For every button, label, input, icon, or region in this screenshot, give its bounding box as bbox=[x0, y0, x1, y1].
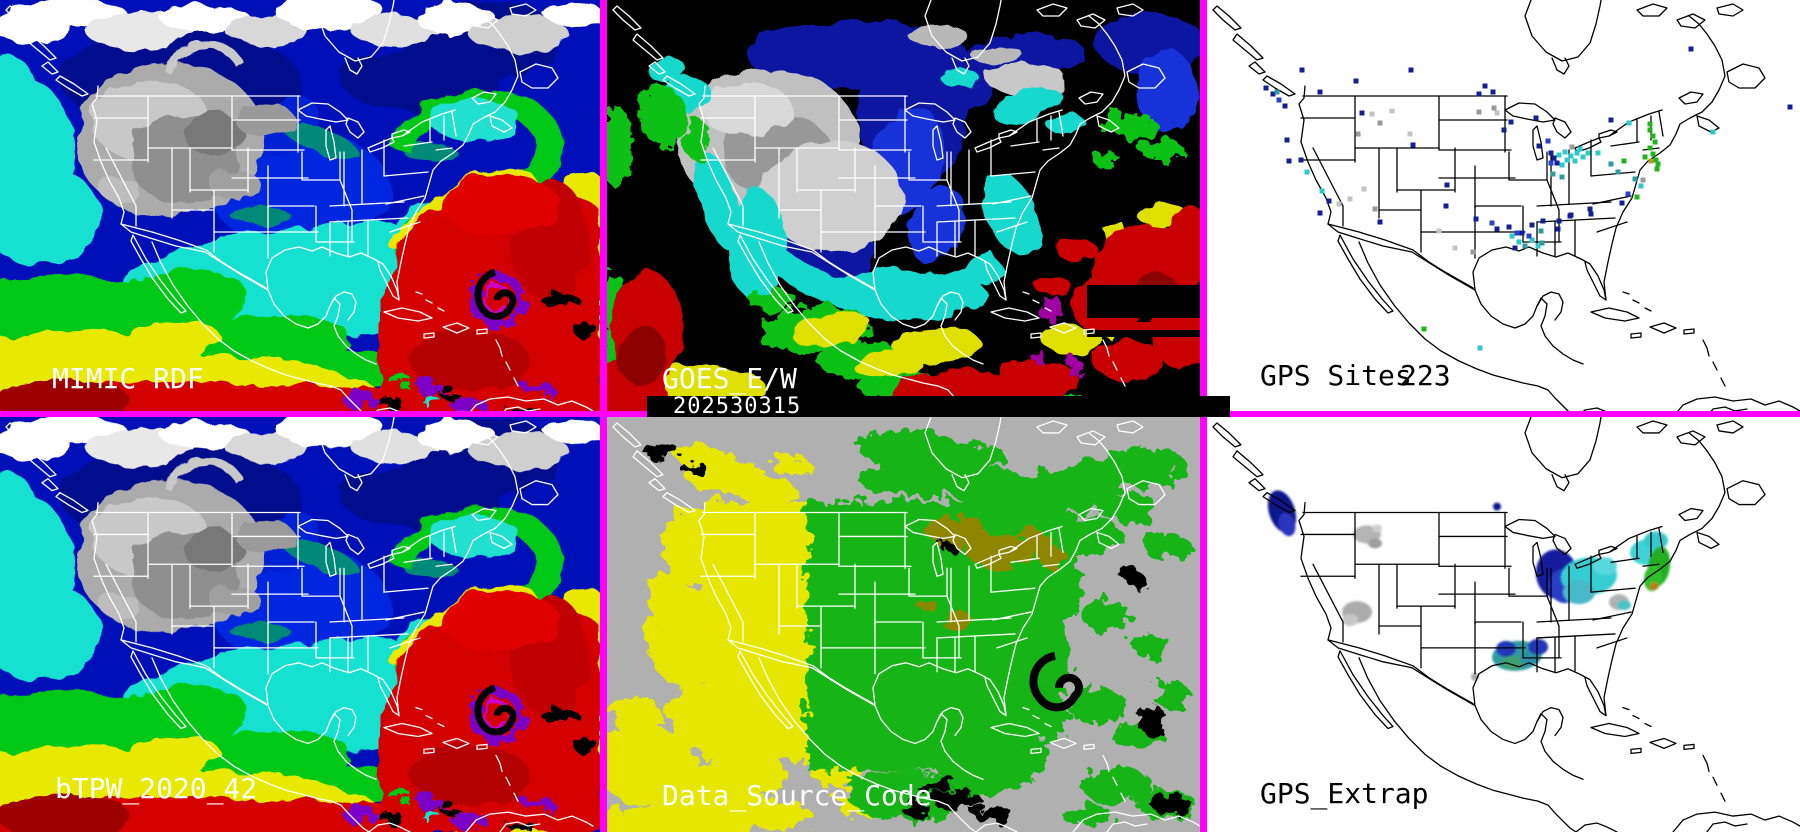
timestamp-text: 202530315 bbox=[673, 394, 802, 419]
gps-sites-label: GPS Sites bbox=[1260, 359, 1412, 392]
mimic-rdf-label: MIMIC RDF bbox=[52, 362, 204, 395]
no-data-region bbox=[644, 443, 1192, 822]
gps-extrap-map: GPS_Extrap bbox=[1207, 417, 1800, 832]
btpw-label: bTPW_2020_42 bbox=[55, 772, 257, 806]
panel-goes-ew: GOES_E/W bbox=[607, 0, 1200, 417]
goes-east-region bbox=[807, 428, 1197, 828]
microwave-region bbox=[917, 515, 1067, 631]
timestamp-bar: 202530315 bbox=[647, 394, 1230, 419]
data-source-code-label: Data_Source_Code bbox=[662, 779, 932, 813]
gps-sites-count: 223 bbox=[1400, 359, 1451, 392]
data-source-code-map: Data_Source_Code bbox=[607, 417, 1200, 832]
panel-mimic-rdf: MIMIC RDF bbox=[0, 0, 600, 417]
goes-ew-map: GOES_E/W bbox=[607, 0, 1200, 417]
hurricane-swirl-black bbox=[1029, 651, 1083, 712]
panel-gps-extrap: GPS_Extrap bbox=[1207, 417, 1800, 832]
gps-sites-map: GPS Sites 223 bbox=[1207, 0, 1800, 417]
panel-gps-sites: GPS Sites 223 bbox=[1207, 0, 1800, 417]
gps-site-dots bbox=[1263, 46, 1793, 351]
panel-btpw: bTPW_2020_42 bbox=[0, 417, 600, 832]
mimic-rdf-map: MIMIC RDF bbox=[0, 0, 600, 417]
btpw-map: bTPW_2020_42 bbox=[0, 417, 600, 832]
gps-extrap-label: GPS_Extrap bbox=[1260, 777, 1429, 811]
goes-west-region bbox=[607, 444, 977, 832]
data-gap-bar bbox=[1087, 285, 1200, 318]
goes-ew-label: GOES_E/W bbox=[662, 362, 797, 396]
panel-data-source-code: Data_Source_Code bbox=[607, 417, 1200, 832]
